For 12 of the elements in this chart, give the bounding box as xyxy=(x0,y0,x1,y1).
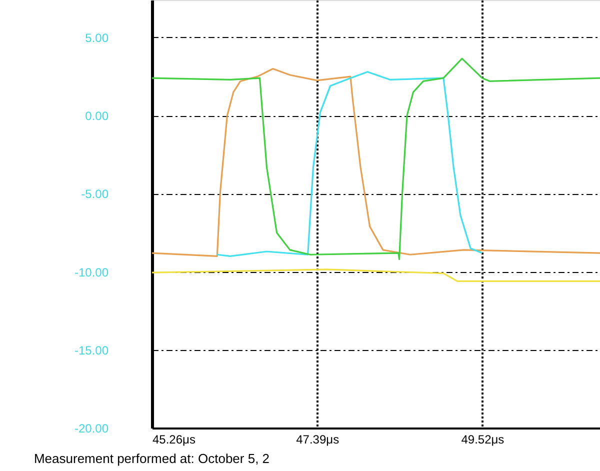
line-series xyxy=(216,71,483,257)
text: Measurement performed at: October 5, 2 xyxy=(34,451,270,466)
x-tick-label: 49.52μs xyxy=(461,432,504,446)
x-tick-label: 45.26μs xyxy=(152,432,196,446)
y-tick-label: -10.00 xyxy=(74,265,109,280)
line-series xyxy=(152,268,600,282)
y-tick-label: -20.00 xyxy=(74,422,109,436)
y-tick-label: 0.00 xyxy=(85,109,109,124)
y-tick-label: 5.00 xyxy=(85,30,109,45)
y-tick-label: -5.00 xyxy=(81,187,109,202)
y-tick-label: -15.00 xyxy=(74,343,109,358)
x-tick-label: 47.39μs xyxy=(296,432,340,446)
